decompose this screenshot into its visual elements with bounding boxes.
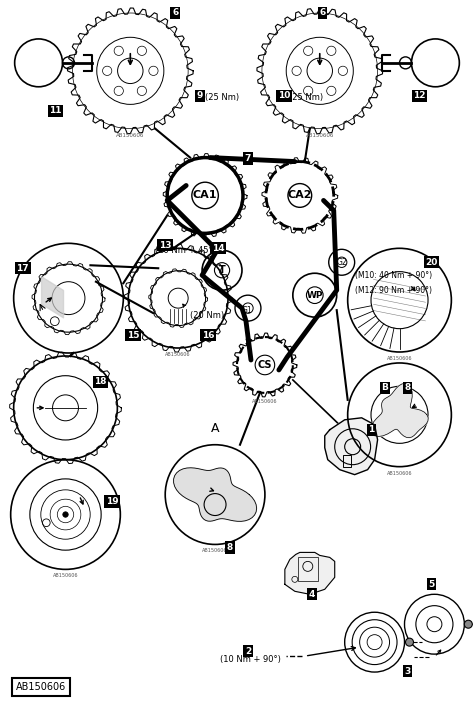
Text: 10: 10	[278, 91, 290, 100]
Text: 3: 3	[404, 666, 410, 676]
Text: WP: WP	[307, 291, 323, 299]
Text: 12: 12	[413, 91, 426, 100]
Text: 18: 18	[94, 378, 107, 386]
Text: CS: CS	[258, 360, 272, 370]
Text: G1: G1	[242, 306, 252, 315]
Text: AB150606: AB150606	[252, 399, 278, 404]
Text: 5: 5	[428, 580, 435, 589]
Polygon shape	[325, 418, 378, 474]
Text: 11: 11	[49, 106, 62, 115]
Polygon shape	[371, 383, 428, 438]
Text: (20 Nm + 45°): (20 Nm + 45°)	[155, 246, 216, 255]
Text: AB150606: AB150606	[306, 133, 334, 138]
Text: 4: 4	[309, 590, 315, 599]
Text: AB150606: AB150606	[387, 471, 412, 476]
Bar	[298, 558, 318, 581]
Text: (25 Nm): (25 Nm)	[205, 93, 239, 102]
Text: A: A	[211, 421, 219, 435]
Text: 20: 20	[425, 258, 438, 267]
Text: 7: 7	[245, 154, 251, 163]
Text: (M10: 40 Nm + 90°): (M10: 40 Nm + 90°)	[355, 270, 432, 280]
Bar	[343, 455, 351, 467]
Circle shape	[63, 512, 68, 517]
Text: AB150606: AB150606	[16, 682, 66, 692]
Text: 13: 13	[159, 241, 172, 250]
Text: 19: 19	[106, 497, 118, 506]
Polygon shape	[285, 552, 335, 594]
Text: 16: 16	[202, 330, 214, 340]
Text: 6: 6	[172, 8, 178, 18]
Text: 17: 17	[16, 264, 29, 273]
Text: G2: G2	[337, 258, 347, 267]
Text: 14: 14	[212, 244, 224, 253]
Text: 8: 8	[404, 383, 410, 393]
Text: (20 Nm): (20 Nm)	[190, 311, 224, 320]
Text: 2: 2	[245, 647, 251, 656]
Text: CA1: CA1	[193, 191, 218, 201]
Text: AB150606: AB150606	[53, 573, 78, 578]
Polygon shape	[173, 468, 256, 521]
Text: (10 Nm + 90°): (10 Nm + 90°)	[220, 654, 281, 664]
Text: AB150606: AB150606	[165, 352, 191, 357]
Text: AB150606: AB150606	[202, 549, 228, 554]
Text: 15: 15	[127, 330, 139, 340]
Text: AB150606: AB150606	[116, 133, 145, 138]
Text: T: T	[219, 265, 226, 275]
Text: 6: 6	[319, 8, 326, 18]
Text: 1: 1	[368, 425, 375, 434]
Circle shape	[465, 620, 472, 628]
Text: B: B	[381, 383, 388, 393]
Text: (25 Nm): (25 Nm)	[289, 93, 323, 102]
Circle shape	[405, 638, 413, 646]
Text: (M12: 90 Nm + 90°): (M12: 90 Nm + 90°)	[355, 286, 432, 294]
Text: 9: 9	[197, 91, 203, 100]
Text: AB150606: AB150606	[387, 356, 412, 361]
Text: 8: 8	[227, 543, 233, 552]
Text: CA2: CA2	[288, 191, 312, 201]
